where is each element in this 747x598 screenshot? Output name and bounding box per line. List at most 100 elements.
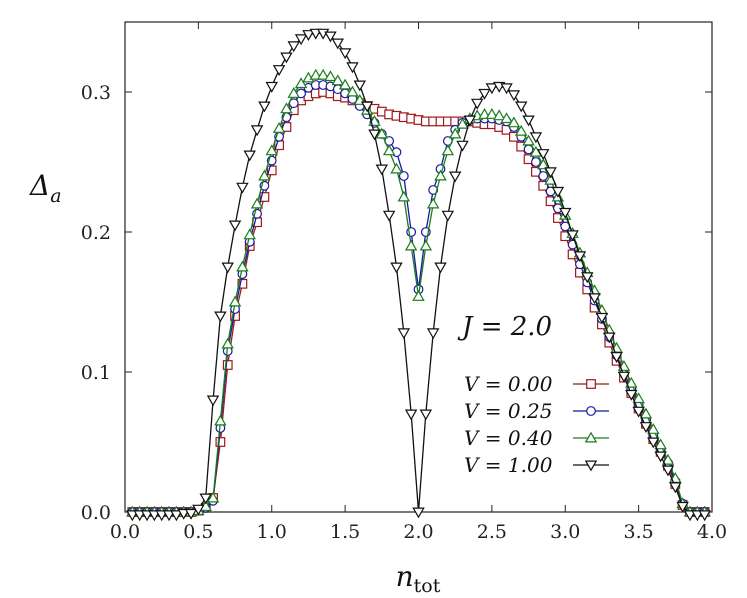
data-point	[375, 164, 389, 176]
data-point	[390, 162, 403, 174]
axis-ticks: 0.0 0.5 1.0 1.5 2.0 2.5 3.0 3.5 4.0 0.0 0.1 0.2 0.3	[81, 22, 727, 543]
data-point	[265, 81, 278, 93]
data-point	[280, 52, 293, 64]
data-point	[331, 74, 345, 86]
data-point	[538, 171, 549, 181]
data-point	[537, 149, 550, 161]
data-point	[551, 186, 565, 198]
data-point	[397, 190, 411, 202]
legend-label: V = 0.40	[464, 426, 553, 450]
legend-marker	[586, 406, 596, 416]
data-point	[302, 30, 315, 42]
data-point	[338, 78, 352, 90]
data-point	[170, 510, 183, 522]
data-point	[470, 98, 484, 110]
data-point	[280, 102, 293, 114]
x-tick-label: 0.0	[110, 521, 140, 543]
data-point	[647, 422, 660, 434]
data-point	[654, 438, 667, 450]
data-point	[331, 38, 345, 50]
x-axis-label: ntot	[396, 560, 441, 597]
data-point	[404, 409, 418, 421]
data-point	[456, 117, 469, 129]
data-point	[133, 510, 146, 522]
data-point	[412, 289, 425, 301]
data-point	[588, 293, 601, 305]
data-point	[514, 124, 528, 136]
data-point	[214, 414, 227, 426]
data-point	[683, 510, 697, 522]
data-point	[272, 121, 286, 133]
data-point	[434, 169, 447, 181]
data-point	[522, 134, 535, 146]
data-point	[448, 127, 462, 139]
data-point	[625, 376, 638, 388]
data-point	[398, 171, 409, 181]
data-point	[603, 332, 616, 344]
data-point	[206, 491, 220, 503]
data-point	[676, 501, 689, 513]
data-point	[397, 328, 411, 340]
legend-marker	[584, 431, 598, 443]
data-point	[148, 510, 161, 522]
data-point	[177, 508, 190, 520]
data-point	[259, 192, 270, 202]
data-point	[531, 157, 541, 167]
data-point	[544, 167, 557, 179]
data-point	[338, 48, 352, 60]
data-point	[632, 406, 645, 418]
legend: V = 0.00 V = 0.25 V = 0.40 V = 1.00	[464, 372, 609, 477]
data-point	[456, 140, 469, 152]
y-tick-label: 0.2	[81, 222, 111, 244]
data-point	[537, 158, 550, 170]
data-point	[162, 510, 176, 522]
data-point	[199, 493, 212, 505]
data-point	[192, 504, 205, 516]
data-point	[507, 90, 521, 102]
data-point	[617, 371, 631, 383]
data-point	[500, 83, 513, 95]
data-point	[382, 210, 396, 222]
data-point	[492, 109, 506, 121]
data-point	[309, 68, 323, 80]
data-point	[478, 107, 491, 119]
data-point	[426, 197, 440, 209]
data-point	[691, 510, 704, 522]
data-point	[654, 451, 667, 463]
data-point	[368, 129, 381, 141]
data-point	[404, 239, 418, 251]
data-point	[309, 28, 323, 40]
data-point	[514, 101, 528, 113]
y-tick-label: 0.3	[81, 82, 111, 104]
data-point	[258, 169, 271, 181]
data-point	[573, 251, 587, 263]
data-point	[632, 392, 645, 404]
data-point	[215, 437, 226, 447]
data-point	[324, 31, 337, 43]
data-point	[463, 115, 477, 127]
data-point	[500, 112, 513, 124]
data-point	[530, 166, 541, 177]
data-point	[206, 395, 220, 407]
data-point	[434, 262, 447, 274]
data-point	[126, 510, 139, 522]
data-point	[478, 88, 491, 100]
data-point	[419, 239, 433, 251]
data-point	[287, 86, 300, 98]
data-point	[236, 182, 249, 194]
data-point	[258, 101, 271, 113]
data-point	[316, 68, 330, 80]
data-point	[661, 465, 675, 477]
data-point	[243, 150, 256, 162]
data-point	[265, 144, 278, 156]
data-point	[412, 507, 425, 519]
data-point	[647, 437, 660, 449]
data-point	[228, 220, 242, 232]
data-point	[441, 210, 455, 222]
y-tick-label: 0.1	[81, 362, 111, 384]
y-tick-label: 0.0	[81, 502, 111, 524]
legend-marker	[584, 460, 598, 472]
data-point	[669, 482, 682, 494]
data-point	[566, 230, 579, 242]
